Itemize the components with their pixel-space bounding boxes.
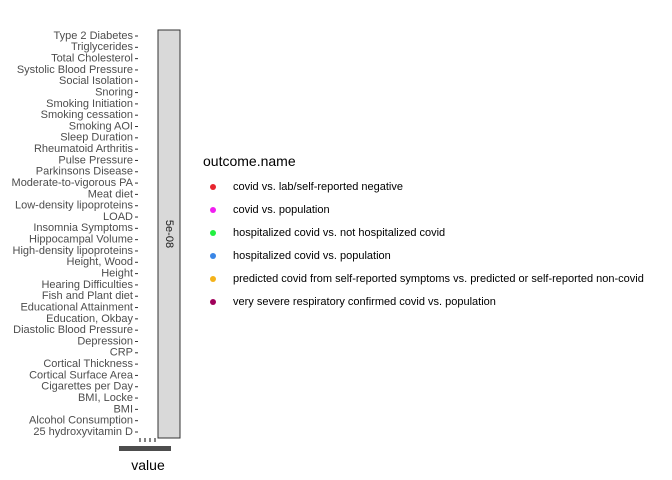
y-tick-label: Fish and Plant diet [42,290,133,302]
y-tick-label: Hippocampal Volume [29,234,133,246]
y-tick-label: Height [101,268,133,280]
y-tick-label: High-density lipoproteins [13,245,134,257]
legend-item: hospitalized covid vs. population [210,250,391,262]
legend-label: hospitalized covid vs. population [233,250,391,262]
x-tick-labels-overlap [119,446,171,451]
legend-label: hospitalized covid vs. not hospitalized … [233,227,445,239]
legend-title: outcome.name [203,153,296,169]
y-tick-label: Pulse Pressure [58,154,133,166]
x-axis [119,438,171,451]
legend-item: hospitalized covid vs. not hospitalized … [210,227,445,239]
y-tick-label: LOAD [103,211,133,223]
y-tick-label: Cortical Surface Area [29,369,134,381]
legend-key-dot [210,299,216,305]
y-tick-label: 25 hydroxyvitamin D [33,426,133,438]
y-tick-label: Smoking AOI [69,120,133,132]
y-tick-label: Educational Attainment [20,301,133,313]
legend-label: very severe respiratory confirmed covid … [233,296,496,308]
y-tick-label: Snoring [95,86,133,98]
facet-strip [157,29,181,439]
legend-item: predicted covid from self-reported sympt… [210,273,644,285]
legend-label: covid vs. lab/self-reported negative [233,181,403,193]
legend-key-dot [210,184,216,190]
y-tick-label: BMI, Locke [78,392,133,404]
x-axis-title: value [131,457,165,473]
y-tick-label: Height, Wood [67,256,133,268]
y-tick-label: Total Cholesterol [51,53,133,65]
y-tick-label: Meat diet [88,188,133,200]
y-tick-label: Sleep Duration [60,132,133,144]
facet-strip-label: 5e-08 [163,220,175,248]
y-tick-label: Parkinsons Disease [36,166,133,178]
y-tick-label: Alcohol Consumption [29,415,133,427]
legend-item: very severe respiratory confirmed covid … [210,296,496,308]
y-tick-label: Smoking cessation [41,109,133,121]
y-tick-label: Hearing Difficulties [41,279,133,291]
legend-label: covid vs. population [233,204,330,216]
legend-key-dot [210,230,216,236]
y-tick-label: Social Isolation [59,75,133,87]
legend: outcome.name covid vs. lab/self-reported… [203,153,644,308]
y-tick-label: CRP [110,347,133,359]
legend-key-dot [210,207,216,213]
y-tick-label: Triglycerides [71,41,133,53]
plot-panel [138,30,158,438]
y-tick-label: Low-density lipoproteins [15,200,134,212]
legend-item: covid vs. population [210,204,330,216]
y-tick-label: Education, Okbay [46,313,133,325]
y-tick-label: Depression [77,335,133,347]
y-tick-label: BMI [113,403,133,415]
y-tick-label: Diastolic Blood Pressure [13,324,133,336]
y-tick-label: Smoking Initiation [46,98,133,110]
y-tick-label: Cortical Thickness [43,358,133,370]
legend-label: predicted covid from self-reported sympt… [233,273,644,285]
legend-key-dot [210,276,216,282]
y-tick-label: Insomnia Symptoms [33,222,133,234]
legend-key-dot [210,253,216,259]
y-tick-label: Cigarettes per Day [41,381,133,393]
legend-item: covid vs. lab/self-reported negative [210,181,403,193]
y-tick-label: Systolic Blood Pressure [17,64,133,76]
y-tick-label: Rheumatoid Arthritis [34,143,134,155]
y-tick-label: Type 2 Diabetes [54,30,134,42]
y-tick-label: Moderate-to-vigorous PA [12,177,134,189]
